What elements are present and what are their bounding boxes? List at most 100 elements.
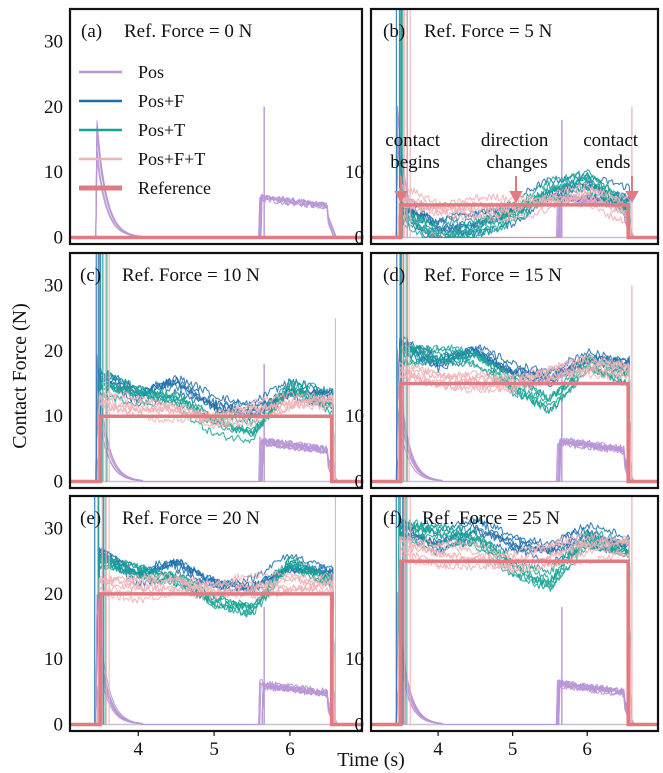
y-tick-label: 20: [44, 341, 63, 362]
y-tick-label: 10: [345, 406, 364, 427]
x-tick-label: 4: [134, 739, 144, 760]
pos-f-t-trace: [371, 539, 658, 726]
panel-frame: [369, 251, 660, 490]
pos-trace: [371, 384, 658, 483]
pos-trace: [371, 383, 658, 483]
panel-frame: [369, 7, 660, 246]
reference-line: [70, 592, 362, 727]
pos-trace: [70, 157, 362, 239]
pos-t-trace: [371, 518, 658, 726]
reference-line: [70, 414, 362, 484]
panel-c: (c) Ref. Force = 10 N: [68, 251, 364, 490]
y-tick-label: 0: [54, 227, 64, 248]
y-tick-label: 30: [44, 276, 63, 297]
panel-label: (f): [383, 508, 402, 529]
panel-title: Ref. Force = 20 N: [122, 508, 260, 529]
pos-f-t-trace: [371, 535, 658, 726]
y-tick-label: 20: [44, 97, 63, 118]
y-tick-label: 0: [355, 471, 365, 492]
annotation-line: direction: [481, 130, 549, 151]
y-tick-label: 10: [345, 649, 364, 670]
x-tick-label: 4: [433, 739, 443, 760]
panel-title: Ref. Force = 15 N: [424, 265, 562, 286]
arrowhead: [509, 191, 523, 204]
pos-f-t-trace: [70, 401, 362, 483]
legend: Pos Pos+F Pos+T Pos+F+T Reference: [79, 62, 211, 198]
pos-t-trace: [371, 172, 658, 239]
panel-title: Ref. Force = 10 N: [122, 265, 260, 286]
panel-d: (d) Ref. Force = 15 N: [369, 251, 660, 490]
pos-trace: [371, 639, 658, 726]
panel-frame: [68, 494, 364, 733]
pos-f-trace: [70, 547, 362, 726]
legend-label-pos: Pos: [138, 62, 164, 82]
pos-trace: [371, 633, 658, 726]
pos-t-trace: [70, 370, 362, 483]
y-tick-label: 10: [345, 162, 364, 183]
arrowhead: [625, 191, 639, 204]
x-axis-label: Time (s): [337, 749, 405, 771]
pos-f-trace: [70, 547, 362, 726]
annotations: contact begins direction changes contact…: [385, 130, 643, 204]
y-tick-label: 20: [44, 584, 63, 605]
arrowhead: [394, 191, 408, 204]
pos-trace: [371, 614, 658, 726]
y-tick-label: 0: [54, 714, 64, 735]
legend-label-pos-f-t: Pos+F+T: [138, 149, 205, 169]
panel-title: Ref. Force = 0 N: [124, 21, 253, 42]
y-tick-label: 30: [44, 519, 63, 540]
y-tick-label: 0: [355, 227, 365, 248]
y-tick-label: 10: [44, 406, 63, 427]
y-axis-label: Contact Force (N): [9, 303, 31, 449]
reference-line: [371, 559, 658, 727]
pos-t-trace: [70, 554, 362, 726]
annotation-line: contact: [583, 130, 639, 151]
pos-f-t-trace: [371, 359, 658, 483]
annotation-line: contact: [385, 130, 441, 151]
pos-trace: [70, 614, 362, 726]
annotation-contact-ends: contact ends: [583, 130, 643, 173]
pos-f-t-trace: [371, 364, 658, 483]
pos-f-t-trace: [371, 538, 658, 726]
reference-line: [371, 381, 658, 484]
y-tick-label: 0: [355, 714, 365, 735]
panel-title: Ref. Force = 25 N: [422, 508, 560, 529]
panel-label: (e): [80, 508, 101, 529]
pos-trace: [70, 356, 362, 483]
y-tick-label: 10: [44, 649, 63, 670]
pos-trace: [70, 649, 362, 726]
legend-label-pos-t: Pos+T: [138, 120, 185, 140]
annotation-direction-changes: direction changes: [481, 130, 553, 173]
pos-trace: [371, 387, 658, 483]
pos-f-t-trace: [371, 369, 658, 483]
y-tick-label: 10: [44, 162, 63, 183]
annotation-arrows: [394, 176, 639, 204]
legend-label-pos-f: Pos+F: [138, 91, 184, 111]
panel-title: Ref. Force = 5 N: [424, 21, 553, 42]
panel-frame: [68, 251, 364, 490]
x-tick-label: 6: [582, 739, 592, 760]
pos-trace: [371, 359, 658, 483]
pos-f-t-trace: [70, 572, 362, 726]
annotation-contact-begins: contact begins: [385, 130, 445, 173]
panel-a: (a) Ref. Force = 0 N: [68, 7, 364, 246]
annotation-line: ends: [596, 152, 631, 173]
pos-f-trace: [70, 371, 362, 483]
pos-f-t-trace: [70, 570, 362, 726]
pos-f-t-trace: [70, 390, 362, 483]
pos-t-trace: [70, 553, 362, 726]
tick-labels: 0 10 20 30 0 10 20 30 0 10 20 30 0 10 0 10 0 10 4 5 6 4 5 6: [44, 32, 592, 760]
annotation-line: begins: [390, 152, 440, 173]
legend-label-reference: Reference: [138, 178, 211, 198]
panel-label: (d): [383, 265, 405, 286]
x-tick-label: 5: [508, 739, 518, 760]
reference-line: [371, 203, 658, 240]
panel-frame: [68, 7, 364, 246]
x-tick-label: 5: [209, 739, 219, 760]
annotation-line: changes: [486, 152, 547, 173]
panel-f: (f) Ref. Force = 25 N: [369, 494, 660, 733]
pos-f-t-trace: [371, 193, 658, 239]
pos-t-trace: [70, 556, 362, 726]
pos-t-trace: [371, 344, 658, 483]
